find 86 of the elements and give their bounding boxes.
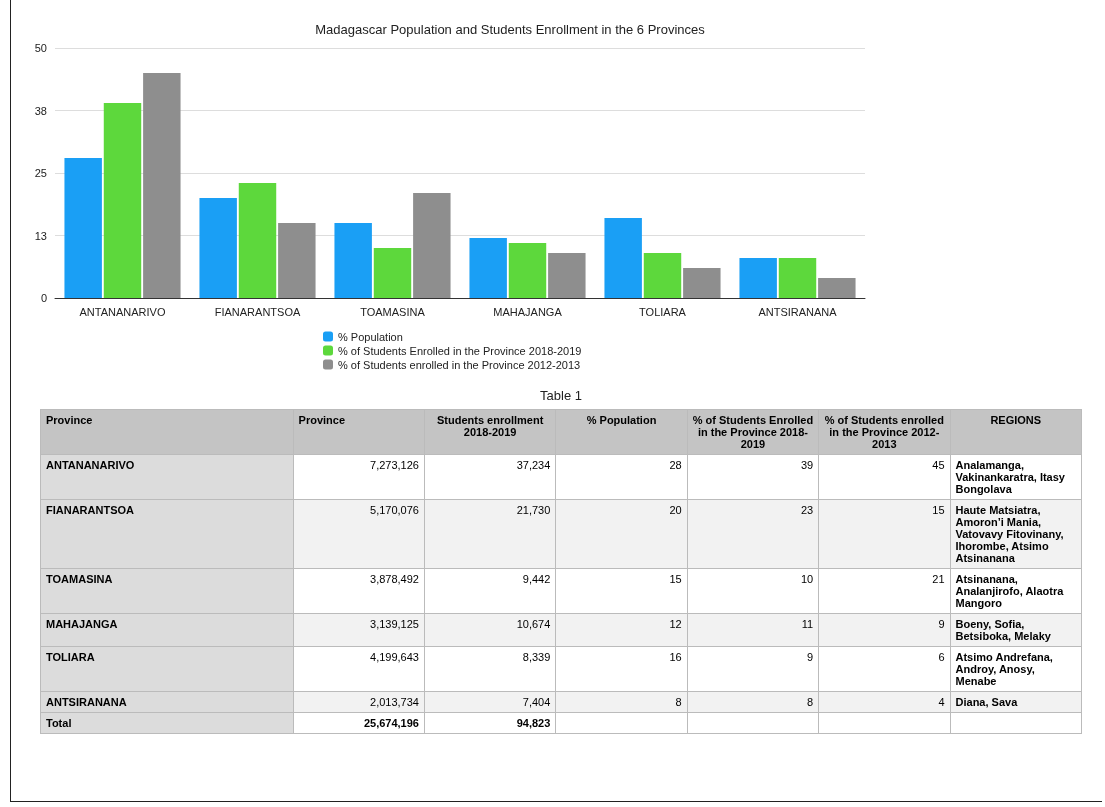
text: 23 — [800, 504, 814, 516]
text: 7,404 — [522, 696, 551, 708]
category-label: % Population — [555, 409, 688, 455]
category-label: Province — [40, 409, 294, 455]
bar — [103, 103, 142, 298]
x-tick-label: FIANARANTSOA — [214, 305, 301, 318]
text: 94,823 — [516, 717, 551, 729]
text: 28 — [669, 459, 682, 471]
bar — [818, 278, 856, 298]
y-tick-label: 38 — [34, 104, 47, 117]
text: 21 — [932, 573, 945, 585]
bar — [373, 248, 412, 298]
text: 39 — [800, 459, 814, 471]
text: 37,234 — [516, 459, 551, 471]
legend-label: % of Students enrolled in the Province 2012-2013 — [338, 358, 581, 371]
text: Diana, Sava — [955, 696, 1018, 708]
text: 9 — [807, 651, 814, 663]
category-label: Students enrollment 2018-2019 — [424, 409, 556, 455]
bar — [643, 253, 682, 298]
x-tick-label: TOAMASINA — [360, 305, 426, 318]
bar — [739, 258, 777, 298]
bar — [548, 253, 586, 298]
bar — [604, 218, 642, 298]
text: 8 — [675, 696, 682, 708]
text: ANTANANARIVO — [46, 459, 135, 471]
text: FIANARANTSOA — [46, 504, 134, 516]
text: Analamanga, Vakinankaratra, Itasy Bongolava — [955, 459, 1065, 495]
bar — [143, 73, 181, 298]
text: 9 — [938, 618, 945, 630]
text: 4,199,643 — [370, 651, 419, 663]
bar — [238, 183, 277, 298]
text: MAHAJANGA — [46, 618, 118, 630]
bar — [278, 223, 316, 298]
text: 3,139,125 — [370, 618, 419, 630]
y-tick-label: 0 — [40, 292, 47, 304]
text: TOLIARA — [46, 651, 95, 663]
x-tick-label: ANTSIRANANA — [758, 305, 838, 318]
text: Total — [46, 717, 72, 729]
bar — [64, 158, 102, 298]
text: 21,730 — [516, 504, 551, 516]
text: Boeny, Sofia, Betsiboka, Melaky — [955, 618, 1051, 642]
text: 15 — [669, 573, 682, 585]
category-label: REGIONS — [950, 409, 1082, 455]
text: 4 — [938, 696, 945, 708]
text: 16 — [669, 651, 682, 663]
text: Haute Matsiatra, Amoron’i Mania, Vatovavy Fitovinany, Ihorombe, Atsimo Atsinanana — [955, 504, 1064, 564]
y-tick-label: 25 — [34, 167, 47, 179]
legend-label: % of Students Enrolled in the Province 2018-2019 — [338, 344, 582, 357]
text: Atsinanana, Analanjirofo, Alaotra Mangoro — [955, 573, 1064, 609]
y-tick-label: 50 — [34, 42, 47, 54]
legend-label: % Population — [338, 330, 403, 343]
category-label: % of Students enrolled in the Province 2012-2013 — [818, 409, 951, 455]
text: 6 — [938, 651, 945, 663]
text: 8 — [807, 696, 814, 708]
text: 10,674 — [516, 618, 551, 630]
y-tick-label: 13 — [34, 229, 47, 242]
text: 10 — [800, 573, 814, 585]
chart-title: Madagascar Population and Students Enrollment in the 6 Provinces — [315, 22, 706, 37]
text: 9,442 — [522, 573, 551, 585]
bar — [413, 193, 451, 298]
text: 2,013,734 — [370, 696, 419, 708]
text: 5,170,076 — [370, 504, 419, 516]
bar — [334, 223, 372, 298]
x-tick-label: ANTANANARIVO — [79, 305, 166, 318]
text: 12 — [669, 618, 682, 630]
text: 25,674,196 — [363, 717, 419, 729]
bar — [469, 238, 507, 298]
text: 45 — [932, 459, 945, 471]
x-tick-label: TOLIARA — [639, 305, 687, 318]
text: Table 1 — [539, 388, 583, 403]
text: 15 — [932, 504, 945, 516]
text: TOAMASINA — [46, 573, 113, 585]
text: 8,339 — [522, 651, 551, 663]
category-label: % of Students Enrolled in the Province 2018-2019 — [687, 409, 819, 455]
text: Atsimo Andrefana, Androy, Anosy, Menabe — [955, 651, 1053, 687]
text: 20 — [669, 504, 682, 516]
bar — [199, 198, 237, 298]
bar — [508, 243, 547, 298]
text: ANTSIRANANA — [46, 696, 127, 708]
text: 3,878,492 — [370, 573, 419, 585]
bar — [778, 258, 817, 298]
text: 11 — [801, 618, 814, 630]
category-label: Province — [293, 409, 425, 455]
x-tick-label: MAHAJANGA — [493, 305, 563, 318]
bar — [683, 268, 721, 298]
text: 7,273,126 — [370, 459, 419, 471]
